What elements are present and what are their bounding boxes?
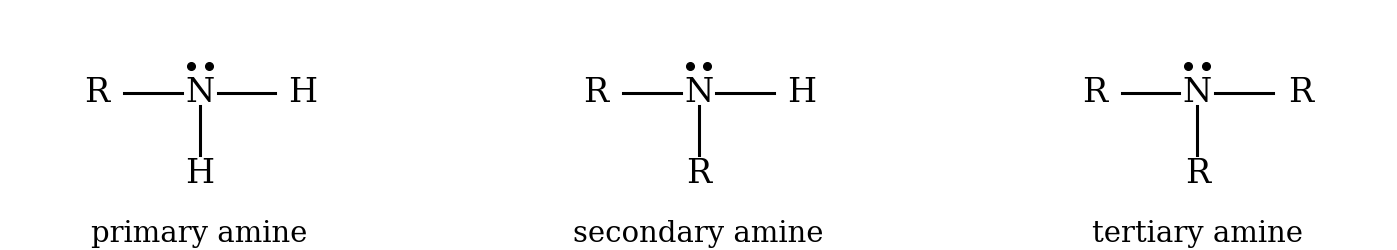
Text: R: R bbox=[84, 77, 109, 109]
Text: R: R bbox=[583, 77, 608, 109]
Text: tertiary amine: tertiary amine bbox=[1092, 220, 1303, 248]
Text: H: H bbox=[787, 77, 816, 109]
Text: H: H bbox=[184, 158, 214, 190]
Text: N: N bbox=[685, 77, 712, 109]
Text: R: R bbox=[1185, 158, 1210, 190]
Text: N: N bbox=[1183, 77, 1213, 109]
Text: R: R bbox=[1083, 77, 1108, 109]
Text: N: N bbox=[184, 77, 214, 109]
Text: H: H bbox=[288, 77, 317, 109]
Text: R: R bbox=[686, 158, 711, 190]
Text: primary amine: primary amine bbox=[91, 220, 307, 248]
Text: secondary amine: secondary amine bbox=[573, 220, 824, 248]
Text: R: R bbox=[1288, 77, 1313, 109]
